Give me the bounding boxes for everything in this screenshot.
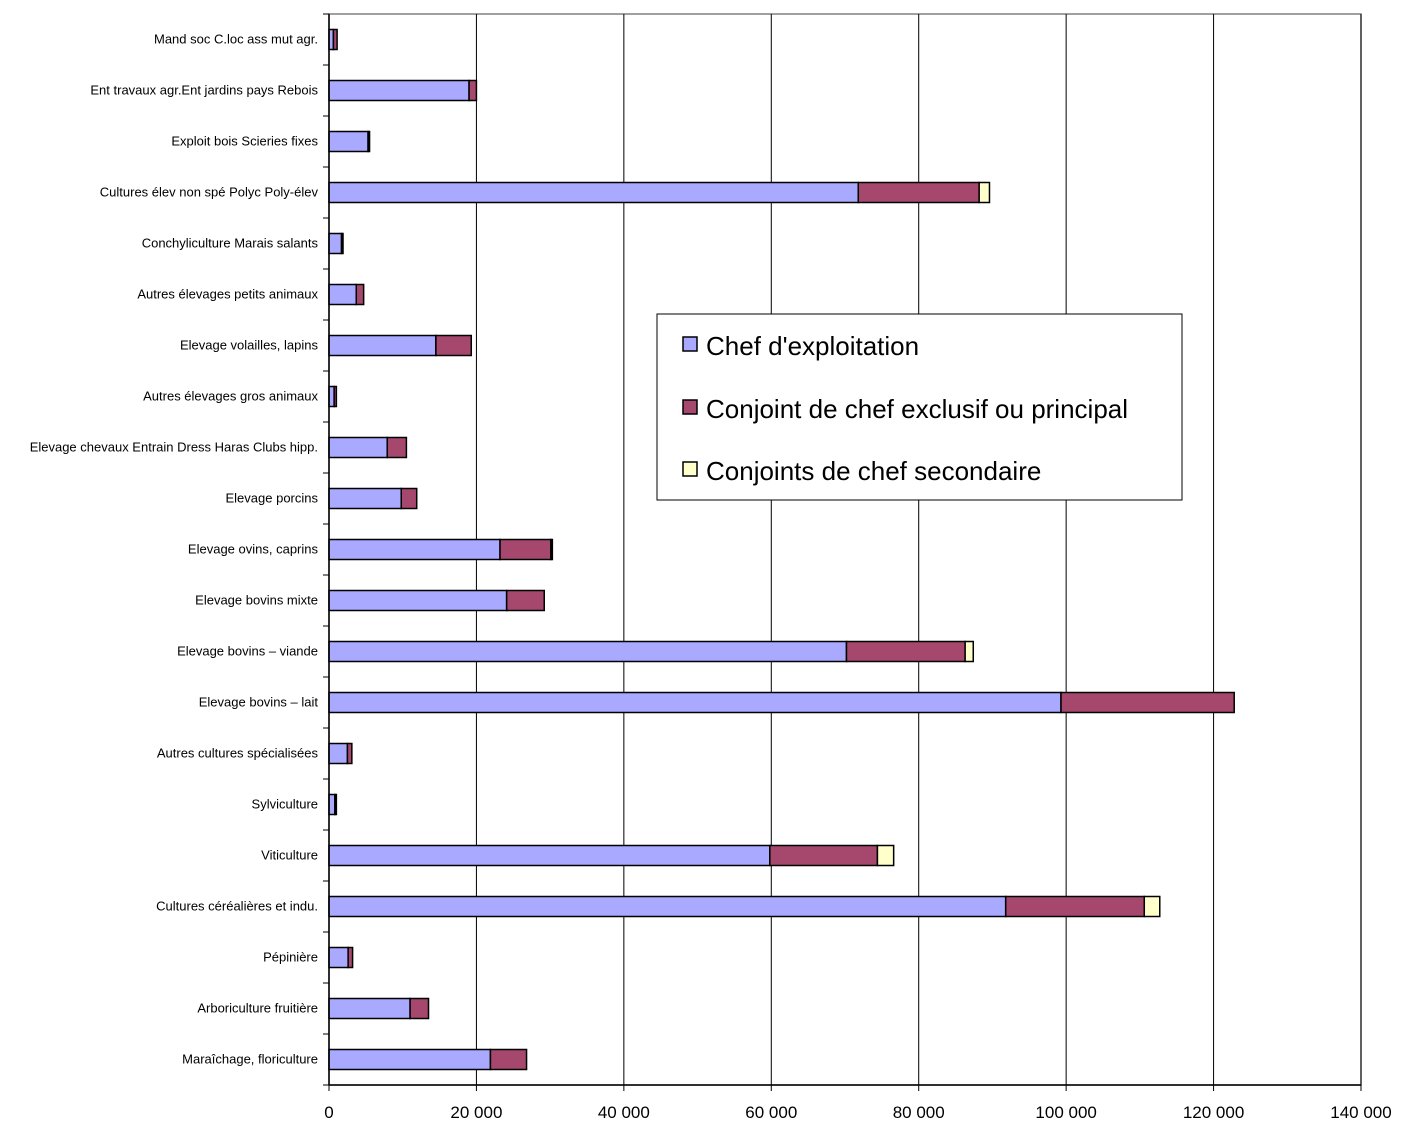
legend-label-0: Chef d'exploitation (706, 331, 919, 361)
bar-1-0 (332, 28, 338, 51)
bars (328, 28, 1235, 1071)
bar-1-18 (347, 946, 354, 969)
x-tick-label: 120 000 (1183, 1103, 1244, 1122)
category-label: Mand soc C.loc ass mut agr. (154, 32, 318, 47)
bar-0-14 (328, 742, 349, 765)
legend-swatch-2 (682, 461, 698, 477)
bar-1-14 (346, 742, 353, 765)
category-label: Arboriculture fruitière (197, 1001, 318, 1016)
bar-0-5 (328, 283, 358, 306)
category-label: Elevage bovins – viande (177, 644, 318, 659)
category-label: Maraîchage, floriculture (182, 1052, 318, 1067)
bar-1-11 (505, 589, 545, 612)
bar-1-10 (499, 538, 552, 561)
category-label: Viticulture (261, 848, 318, 863)
category-label: Cultures élev non spé Polyc Poly-élev (100, 185, 319, 200)
bar-1-17 (1004, 895, 1146, 918)
category-label: Cultures céréalières et indu. (156, 899, 318, 914)
bar-0-10 (328, 538, 501, 561)
category-label: Autres cultures spécialisées (157, 746, 319, 761)
x-tick-label: 20 000 (450, 1103, 502, 1122)
bar-2-17 (1143, 895, 1161, 918)
bar-2-16 (876, 844, 895, 867)
bar-0-7 (328, 385, 335, 408)
bar-0-6 (328, 334, 437, 357)
category-label: Sylviculture (252, 797, 318, 812)
category-label: Elevage bovins mixte (195, 593, 318, 608)
bar-1-8 (386, 436, 408, 459)
x-tick-label: 100 000 (1035, 1103, 1096, 1122)
bar-1-1 (468, 79, 478, 102)
bar-2-10 (550, 538, 554, 561)
category-label: Elevage volailles, lapins (180, 338, 319, 353)
category-label: Exploit bois Scieries fixes (171, 134, 318, 149)
bar-1-13 (1060, 691, 1235, 714)
bar-0-15 (328, 793, 336, 816)
bar-0-17 (328, 895, 1007, 918)
bar-0-9 (328, 487, 402, 510)
category-label: Elevage chevaux Entrain Dress Haras Club… (30, 440, 318, 455)
bar-0-2 (328, 130, 369, 153)
bar-0-13 (328, 691, 1062, 714)
category-labels: Mand soc C.loc ass mut agr. Ent travaux a… (30, 32, 319, 1067)
legend-swatch-1 (682, 399, 698, 415)
bar-0-20 (328, 1048, 492, 1071)
bar-1-15 (334, 793, 338, 816)
axes (323, 13, 1362, 1091)
x-tick-label: 60 000 (745, 1103, 797, 1122)
bar-0-12 (328, 640, 848, 663)
category-label: Autres élevages petits animaux (137, 287, 318, 302)
bar-0-3 (328, 181, 860, 204)
x-tick-label: 0 (324, 1103, 333, 1122)
bar-1-12 (845, 640, 966, 663)
category-label: Conchyliculture Marais salants (142, 236, 319, 251)
bar-0-11 (328, 589, 508, 612)
bar-0-1 (328, 79, 470, 102)
x-tick-label: 140 000 (1330, 1103, 1391, 1122)
bar-1-6 (435, 334, 473, 357)
legend-label-1: Conjoint de chef exclusif ou principal (706, 394, 1128, 424)
legend-box (656, 313, 1183, 501)
bar-0-18 (328, 946, 349, 969)
bar-1-2 (367, 130, 371, 153)
category-label: Pépinière (263, 950, 318, 965)
bar-1-4 (340, 232, 344, 255)
bar-1-20 (489, 1048, 528, 1071)
bar-0-19 (328, 997, 411, 1020)
bar-2-3 (978, 181, 991, 204)
legend-label-2: Conjoints de chef secondaire (706, 456, 1041, 486)
bar-0-4 (328, 232, 343, 255)
bar-1-16 (769, 844, 879, 867)
bar-1-7 (333, 385, 338, 408)
category-label: Elevage ovins, caprins (188, 542, 319, 557)
category-label: Ent travaux agr.Ent jardins pays Rebois (90, 83, 318, 98)
category-label: Autres élevages gros animaux (143, 389, 318, 404)
bar-1-3 (857, 181, 980, 204)
category-label: Elevage porcins (226, 491, 319, 506)
tick-labels: 0 20 000 40 000 60 000 80 000 100 000 120 000 1… (324, 1103, 1391, 1122)
bar-1-5 (355, 283, 365, 306)
category-label: Elevage bovins – lait (199, 695, 319, 710)
bar-2-12 (964, 640, 975, 663)
bar-1-9 (400, 487, 418, 510)
legend: Chef d'exploitation Conjoint de chef exc… (656, 313, 1183, 501)
x-tick-label: 80 000 (893, 1103, 945, 1122)
x-tick-label: 40 000 (598, 1103, 650, 1122)
legend-swatch-0 (682, 336, 698, 352)
bar-0-8 (328, 436, 388, 459)
bar-0-16 (328, 844, 771, 867)
bar-1-19 (409, 997, 430, 1020)
